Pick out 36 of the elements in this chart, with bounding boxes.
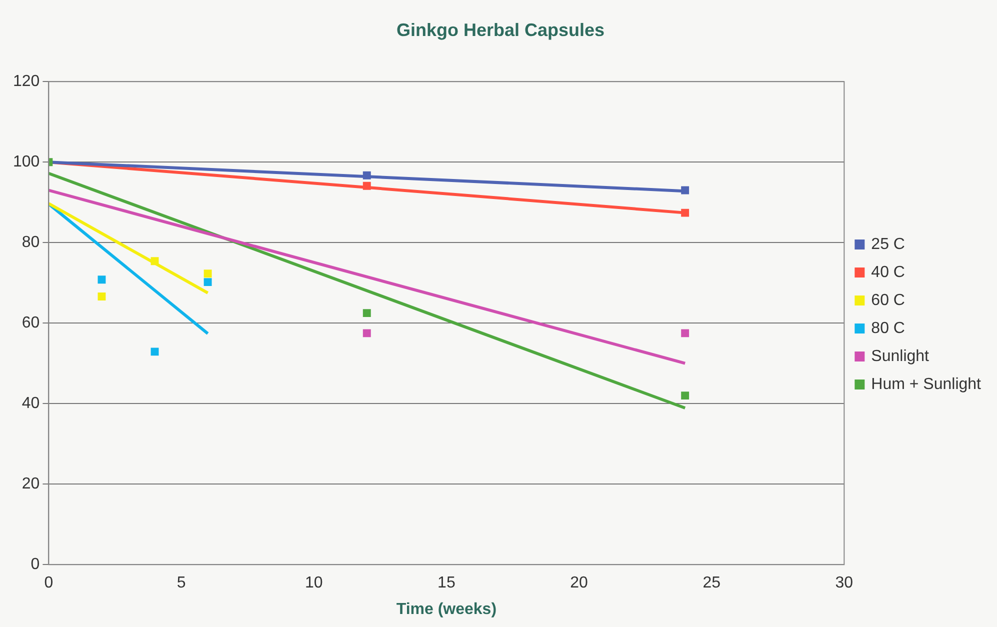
y-tick-label: 120 bbox=[12, 73, 40, 90]
chart-title: Ginkgo Herbal Capsules bbox=[396, 20, 605, 40]
legend-label: Sunlight bbox=[871, 348, 930, 365]
legend-label: 40 C bbox=[871, 264, 905, 281]
point bbox=[681, 208, 690, 217]
y-tick-label: 20 bbox=[22, 476, 40, 493]
x-tick-label: 20 bbox=[570, 574, 588, 592]
point bbox=[362, 329, 371, 338]
y-tick-label: 100 bbox=[12, 154, 40, 171]
point bbox=[681, 186, 690, 194]
x-tick-label: 25 bbox=[702, 574, 721, 592]
y-tick-label: 40 bbox=[22, 395, 40, 412]
x-tick-label: 5 bbox=[176, 574, 186, 592]
x-tick-label: 30 bbox=[835, 574, 854, 592]
point bbox=[150, 257, 159, 266]
point bbox=[362, 309, 371, 318]
legend-label: Hum + Sunlight bbox=[871, 376, 982, 393]
y-tick-label: 0 bbox=[30, 556, 40, 574]
point bbox=[204, 278, 212, 286]
point bbox=[98, 276, 106, 284]
y-tick-label: 60 bbox=[22, 314, 40, 332]
point bbox=[681, 392, 690, 400]
legend-label: 60 C bbox=[871, 292, 905, 309]
point bbox=[98, 292, 106, 301]
x-tick-label: 15 bbox=[438, 574, 456, 592]
x-axis-title: Time (weeks) bbox=[396, 600, 497, 618]
point bbox=[204, 270, 212, 278]
legend-label: 25 C bbox=[871, 236, 905, 253]
x-tick-label: 0 bbox=[44, 574, 54, 592]
x-tick-label: 10 bbox=[304, 574, 323, 592]
legend-label: 80 C bbox=[871, 320, 905, 337]
point bbox=[362, 182, 371, 190]
y-tick-label: 80 bbox=[22, 234, 40, 252]
point bbox=[681, 329, 690, 338]
point bbox=[150, 348, 159, 356]
point bbox=[362, 171, 371, 180]
